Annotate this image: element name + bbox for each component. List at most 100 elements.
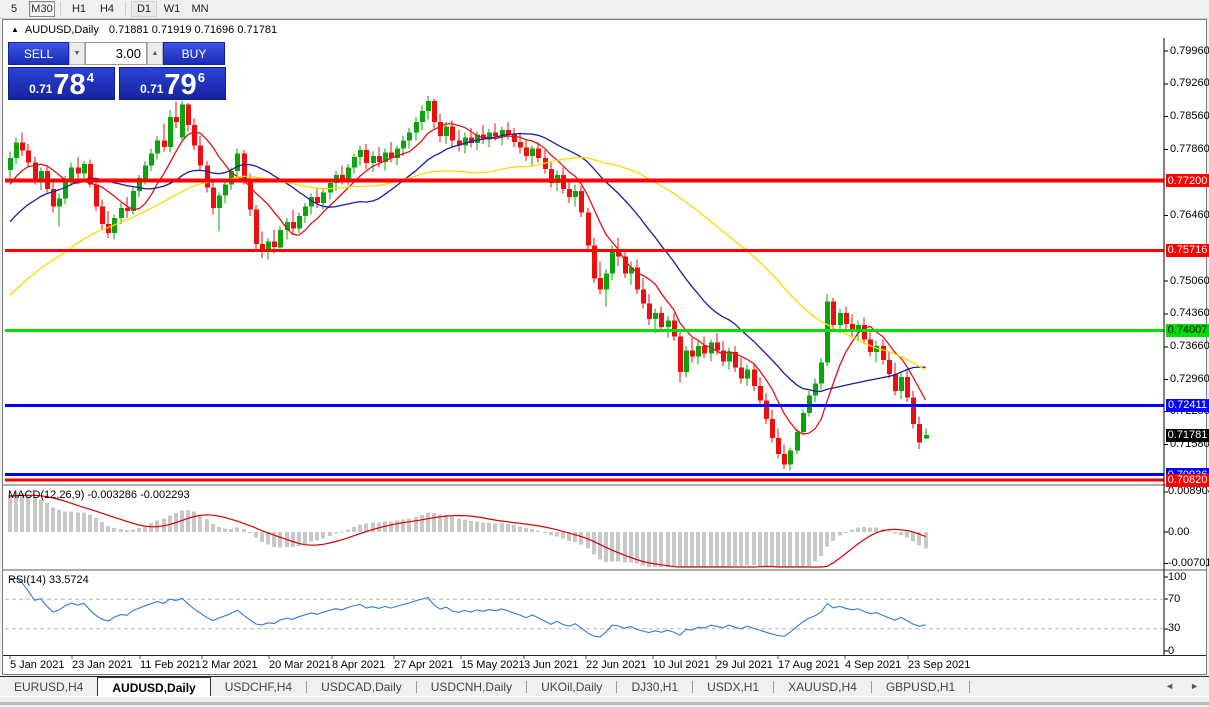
buy-price-big-digits: 79 bbox=[164, 69, 197, 101]
rsi-tick-0: 0 bbox=[1168, 644, 1175, 657]
buy-price-pip-digit: 6 bbox=[197, 70, 205, 85]
price-tick-0.74360: 0.74360 bbox=[1170, 307, 1209, 320]
volume-decrease-button[interactable]: ▼ bbox=[69, 42, 85, 65]
candlestick-series bbox=[8, 96, 929, 471]
tab-separator bbox=[870, 681, 872, 693]
sell-price-big-digits: 78 bbox=[53, 69, 86, 101]
ma-slow-line bbox=[9, 156, 926, 371]
price-tick-0.75060: 0.75060 bbox=[1170, 274, 1209, 287]
tabs-scroll-right-icon[interactable]: ► bbox=[1190, 681, 1199, 691]
date-label: 23 Sep 2021 bbox=[908, 659, 971, 671]
date-label: 22 Jun 2021 bbox=[586, 659, 647, 671]
timeframe-button-m30[interactable]: M30 bbox=[29, 1, 55, 17]
one-click-trading-panel: SELL ▼ 3.00 ▲ BUY 0.71 78 4 0.71 79 6 bbox=[8, 42, 226, 100]
date-label: 11 Feb 2021 bbox=[140, 659, 201, 671]
chart-title-bar: ▲ AUDUSD,Daily 0.71881 0.71919 0.71696 0… bbox=[3, 21, 1203, 38]
chart-tab-usdcad[interactable]: USDCAD,Daily bbox=[321, 680, 402, 694]
volume-input[interactable]: 3.00 bbox=[85, 42, 147, 65]
price-tick-0.79260: 0.79260 bbox=[1170, 77, 1209, 90]
chart-tab-eurusd[interactable]: EURUSD,H4 bbox=[14, 680, 84, 694]
date-label: 17 Aug 2021 bbox=[778, 659, 840, 671]
sell-button[interactable]: SELL bbox=[8, 42, 69, 65]
sell-price-box[interactable]: 0.71 78 4 bbox=[8, 67, 115, 100]
tab-separator bbox=[306, 681, 308, 693]
price-tick-0.72960: 0.72960 bbox=[1170, 373, 1209, 386]
macd-histogram bbox=[8, 493, 928, 567]
date-label: 15 May 2021 bbox=[461, 659, 525, 671]
price-line-label-0.77200: 0.77200 bbox=[1166, 174, 1209, 188]
sell-price-pip-digit: 4 bbox=[86, 70, 94, 85]
chart-tab-dj30[interactable]: DJ30,H1 bbox=[631, 680, 679, 694]
price-tick-0.76460: 0.76460 bbox=[1170, 208, 1209, 221]
timeframe-button-h1[interactable]: H1 bbox=[71, 3, 87, 15]
status-bar bbox=[0, 696, 1209, 707]
price-tick-0.77860: 0.77860 bbox=[1170, 143, 1209, 156]
timeframe-button-mn[interactable]: MN bbox=[191, 3, 209, 15]
date-label: 10 Jul 2021 bbox=[653, 659, 710, 671]
macd-label: MACD(12,26,9) -0.003286 -0.002293 bbox=[8, 489, 190, 501]
chart-ohlc-values: 0.71881 0.71919 0.71696 0.71781 bbox=[108, 23, 278, 36]
date-label: 3 Jun 2021 bbox=[524, 659, 579, 671]
toolbar-separator bbox=[60, 2, 61, 16]
tabs-scroll-left-icon[interactable]: ◄ bbox=[1165, 681, 1175, 691]
toolbar-separator bbox=[125, 2, 126, 16]
chart-symbol-label: AUDUSD,Daily bbox=[24, 23, 99, 36]
tab-separator bbox=[415, 681, 417, 693]
timeframe-button-w1[interactable]: W1 bbox=[163, 3, 181, 15]
price-line-label-0.74007: 0.74007 bbox=[1166, 323, 1209, 337]
timeframe-button-5[interactable]: 5 bbox=[10, 3, 18, 15]
buy-price-prefix: 0.71 bbox=[140, 82, 164, 96]
chart-tab-usdcnh[interactable]: USDCNH,Daily bbox=[430, 680, 513, 694]
chart-tab-usdx[interactable]: USDX,H1 bbox=[707, 680, 760, 694]
macd-tick-0.00: 0.00 bbox=[1168, 525, 1190, 538]
panel-frames bbox=[3, 38, 1206, 659]
date-label: 5 Jan 2021 bbox=[10, 659, 65, 671]
collapse-icon[interactable]: ▲ bbox=[11, 25, 19, 34]
timeframe-button-h4[interactable]: H4 bbox=[99, 3, 115, 15]
price-tick-0.79960: 0.79960 bbox=[1170, 44, 1209, 57]
rsi-label: RSI(14) 33.5724 bbox=[8, 574, 89, 586]
sell-price-prefix: 0.71 bbox=[29, 82, 53, 96]
macd-tick--0.007013: -0.007013 bbox=[1168, 557, 1209, 570]
chart-background bbox=[3, 38, 1206, 674]
chart-tab-audusd[interactable]: AUDUSD,Daily bbox=[97, 677, 211, 697]
date-label: 4 Sep 2021 bbox=[845, 659, 902, 671]
chart-tab-xauusd[interactable]: XAUUSD,H4 bbox=[788, 680, 857, 694]
rsi-line bbox=[10, 577, 926, 638]
rsi-tick-30: 30 bbox=[1168, 622, 1181, 635]
timeframe-button-d1[interactable]: D1 bbox=[131, 1, 157, 17]
macd-signal-line bbox=[9, 494, 926, 568]
date-label: 8 Apr 2021 bbox=[332, 659, 386, 671]
chevron-up-icon: ▲ bbox=[151, 50, 159, 57]
ma-mid-line bbox=[9, 132, 926, 393]
date-label: 29 Jul 2021 bbox=[716, 659, 773, 671]
price-line-label-0.75716: 0.75716 bbox=[1166, 243, 1209, 257]
chevron-down-icon: ▼ bbox=[73, 50, 81, 57]
date-label: 27 Apr 2021 bbox=[394, 659, 454, 671]
chart-tab-ukoil[interactable]: UKOil,Daily bbox=[541, 680, 603, 694]
price-line-label-0.70820: 0.70820 bbox=[1166, 473, 1209, 487]
date-label: 2 Mar 2021 bbox=[202, 659, 258, 671]
tab-separator bbox=[616, 681, 618, 693]
moving-averages bbox=[9, 123, 927, 435]
macd-tick-0.008904: 0.008904 bbox=[1168, 485, 1209, 498]
tab-separator bbox=[692, 681, 694, 693]
ma-fast-line bbox=[9, 123, 927, 435]
rsi-tick-70: 70 bbox=[1168, 592, 1181, 605]
tab-separator bbox=[969, 681, 971, 693]
price-tick-0.78560: 0.78560 bbox=[1170, 110, 1209, 123]
chart-tab-gbpusd[interactable]: GBPUSD,H1 bbox=[885, 680, 956, 694]
buy-button[interactable]: BUY bbox=[163, 42, 225, 65]
buy-price-box[interactable]: 0.71 79 6 bbox=[119, 67, 226, 100]
volume-increase-button[interactable]: ▲ bbox=[147, 42, 163, 65]
tab-separator bbox=[526, 681, 528, 693]
date-label: 23 Jan 2021 bbox=[72, 659, 133, 671]
price-tick-0.73660: 0.73660 bbox=[1170, 340, 1209, 353]
price-line-label-0.72411: 0.72411 bbox=[1166, 398, 1209, 412]
current-price-label: 0.71781 bbox=[1166, 428, 1209, 442]
chart-tab-bar: EURUSD,H4 AUDUSD,Daily USDCHF,H4 USDCAD,Dai… bbox=[0, 676, 1209, 697]
date-label: 20 Mar 2021 bbox=[269, 659, 331, 671]
chart-tab-usdchf[interactable]: USDCHF,H4 bbox=[224, 680, 293, 694]
